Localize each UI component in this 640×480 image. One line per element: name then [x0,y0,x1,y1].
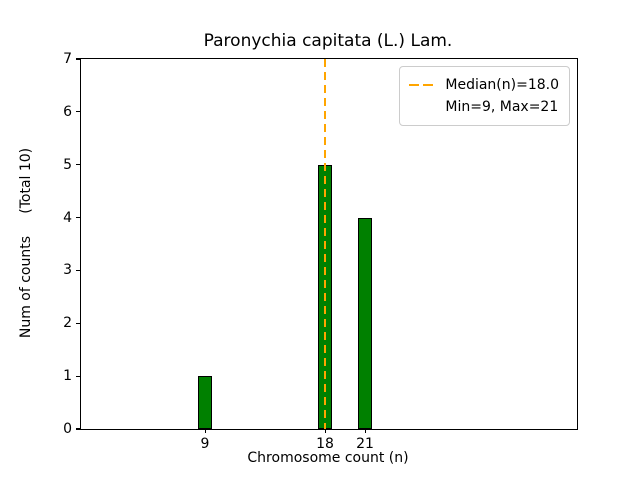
y-tick-label: 6 [63,103,72,120]
legend: Median(n)=18.0 Min=9, Max=21 [399,66,570,126]
legend-label-minmax: Min=9, Max=21 [445,99,559,115]
y-tick-label: 1 [63,368,72,385]
y-tick-mark [76,428,80,430]
legend-empty-handle [409,106,437,109]
median-dash-icon [409,83,438,87]
x-tick-mark [205,429,207,433]
legend-entry-median: Median(n)=18.0 [409,74,559,96]
legend-label-median: Median(n)=18.0 [445,77,559,93]
y-tick-label: 7 [63,51,72,67]
x-tick-label: 18 [316,436,334,452]
y-tick-mark [76,216,80,219]
y-axis-label: Num of counts (Total 10) [18,147,34,339]
plot-area: Median(n)=18.0 Min=9, Max=21 9 18 21 0 1 2 3 4 5… [63,51,578,452]
y-tick-label: 5 [63,156,72,173]
y-tick-mark [76,58,80,60]
bar-n21 [358,217,372,429]
y-tick-mark [76,111,80,113]
median-line [323,59,327,429]
y-tick-mark [76,164,80,166]
x-tick-mark [325,429,327,433]
y-tick-label: 2 [63,315,72,332]
y-tick-label: 3 [63,262,72,279]
y-tick-mark [76,269,80,272]
chart-title: Paronychia capitata (L.) Lam. [203,31,453,51]
x-tick-label: 9 [200,436,210,452]
y-tick-label: 4 [63,209,72,226]
y-tick-mark [76,375,80,377]
y-tick-label: 0 [63,421,72,437]
y-tick-mark [76,322,80,324]
bar-n9 [198,376,212,429]
x-axis-label: Chromosome count (n) [247,450,409,466]
x-tick-label: 21 [356,436,374,452]
x-tick-mark [365,429,367,433]
legend-entry-minmax: Min=9, Max=21 [409,96,559,118]
